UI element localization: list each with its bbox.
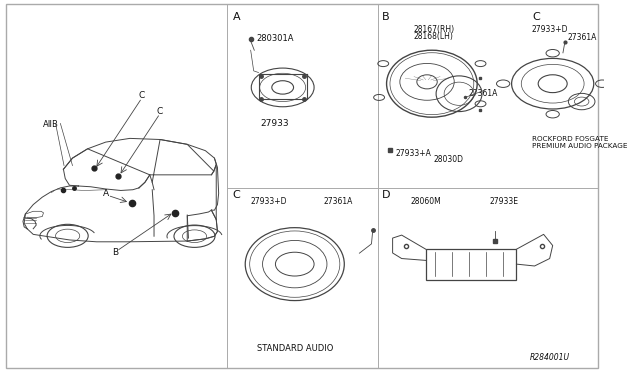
Text: B: B bbox=[112, 248, 118, 257]
Text: 28030D: 28030D bbox=[434, 155, 464, 164]
Text: 27933+A: 27933+A bbox=[396, 149, 431, 158]
Text: B: B bbox=[382, 12, 390, 22]
Text: ROCKFORD FOSGATE: ROCKFORD FOSGATE bbox=[532, 136, 608, 142]
Text: 27361A: 27361A bbox=[324, 197, 353, 206]
Text: PREMIUM AUDIO PACKAGE: PREMIUM AUDIO PACKAGE bbox=[532, 143, 627, 149]
Text: C: C bbox=[532, 12, 541, 22]
Text: C: C bbox=[157, 107, 163, 116]
Text: STANDARD AUDIO: STANDARD AUDIO bbox=[257, 344, 333, 353]
Text: 27361A: 27361A bbox=[468, 89, 497, 97]
Text: 27933: 27933 bbox=[260, 119, 289, 128]
Text: R284001U: R284001U bbox=[529, 353, 570, 362]
Text: 27361A: 27361A bbox=[568, 33, 597, 42]
Text: AⅡB: AⅡB bbox=[44, 120, 60, 129]
Text: 27933E: 27933E bbox=[489, 197, 518, 206]
Text: C: C bbox=[232, 190, 240, 200]
Text: A: A bbox=[102, 189, 109, 198]
Text: 280301A: 280301A bbox=[257, 34, 294, 43]
Text: 27933+D: 27933+D bbox=[532, 25, 568, 34]
Text: 28060M: 28060M bbox=[411, 197, 442, 206]
Text: D: D bbox=[382, 190, 391, 200]
Text: 27933+D: 27933+D bbox=[251, 197, 287, 206]
Text: A: A bbox=[232, 12, 240, 22]
Text: 28167(RH): 28167(RH) bbox=[413, 25, 455, 34]
Text: C: C bbox=[139, 92, 145, 100]
Text: 28168(LH): 28168(LH) bbox=[413, 32, 454, 41]
Bar bbox=[426, 249, 516, 280]
